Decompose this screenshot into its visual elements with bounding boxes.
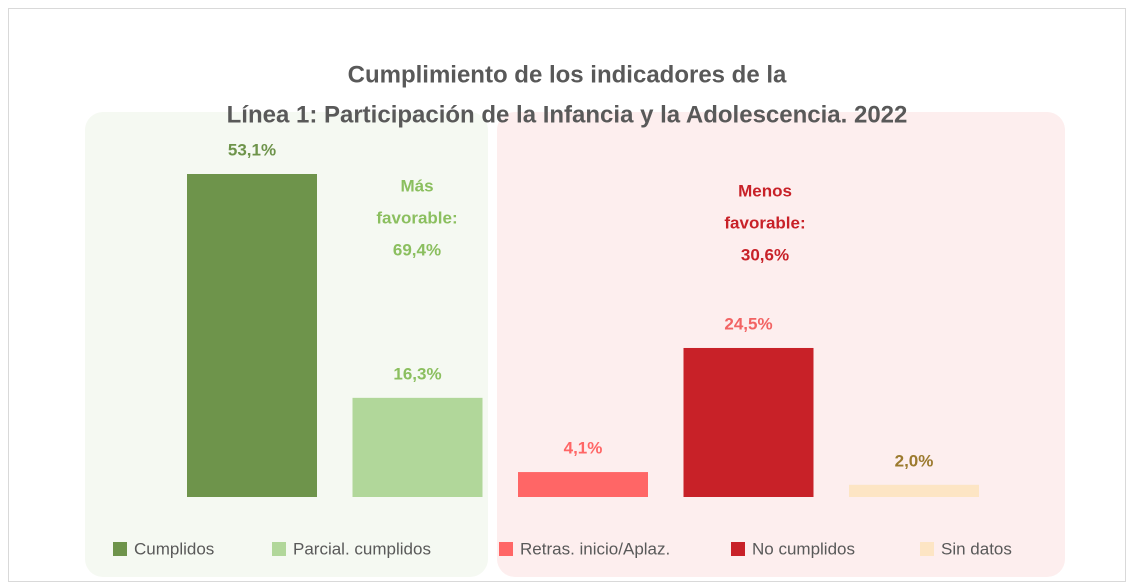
bar xyxy=(849,484,979,497)
legend-swatch xyxy=(920,542,934,556)
annotation: Menos xyxy=(738,181,792,200)
annotation: 69,4% xyxy=(393,240,441,259)
annotation: favorable: xyxy=(724,213,805,232)
legend-label: Cumplidos xyxy=(134,539,214,558)
value-label: 53,1% xyxy=(228,140,276,159)
annotation: favorable: xyxy=(376,208,457,227)
legend-swatch xyxy=(272,542,286,556)
annotation: Más xyxy=(400,176,433,195)
chart-title: Línea 1: Participación de la Infancia y … xyxy=(227,101,908,128)
annotation: 30,6% xyxy=(741,245,789,264)
bar xyxy=(518,472,648,497)
value-label: 24,5% xyxy=(724,314,772,333)
legend-swatch xyxy=(499,542,513,556)
bar xyxy=(187,174,317,497)
legend-label: Sin datos xyxy=(941,539,1012,558)
value-label: 2,0% xyxy=(895,451,934,470)
legend-label: Retras. inicio/Aplaz. xyxy=(520,539,670,558)
bar xyxy=(683,347,814,497)
value-label: 4,1% xyxy=(564,439,603,458)
bar xyxy=(352,397,483,497)
unfavorable-panel xyxy=(497,112,1065,577)
legend-label: No cumplidos xyxy=(752,539,855,558)
legend-label: Parcial. cumplidos xyxy=(293,539,431,558)
legend-swatch xyxy=(731,542,745,556)
value-label: 16,3% xyxy=(393,364,441,383)
chart-title: Cumplimiento de los indicadores de la xyxy=(348,61,787,88)
legend-swatch xyxy=(113,542,127,556)
